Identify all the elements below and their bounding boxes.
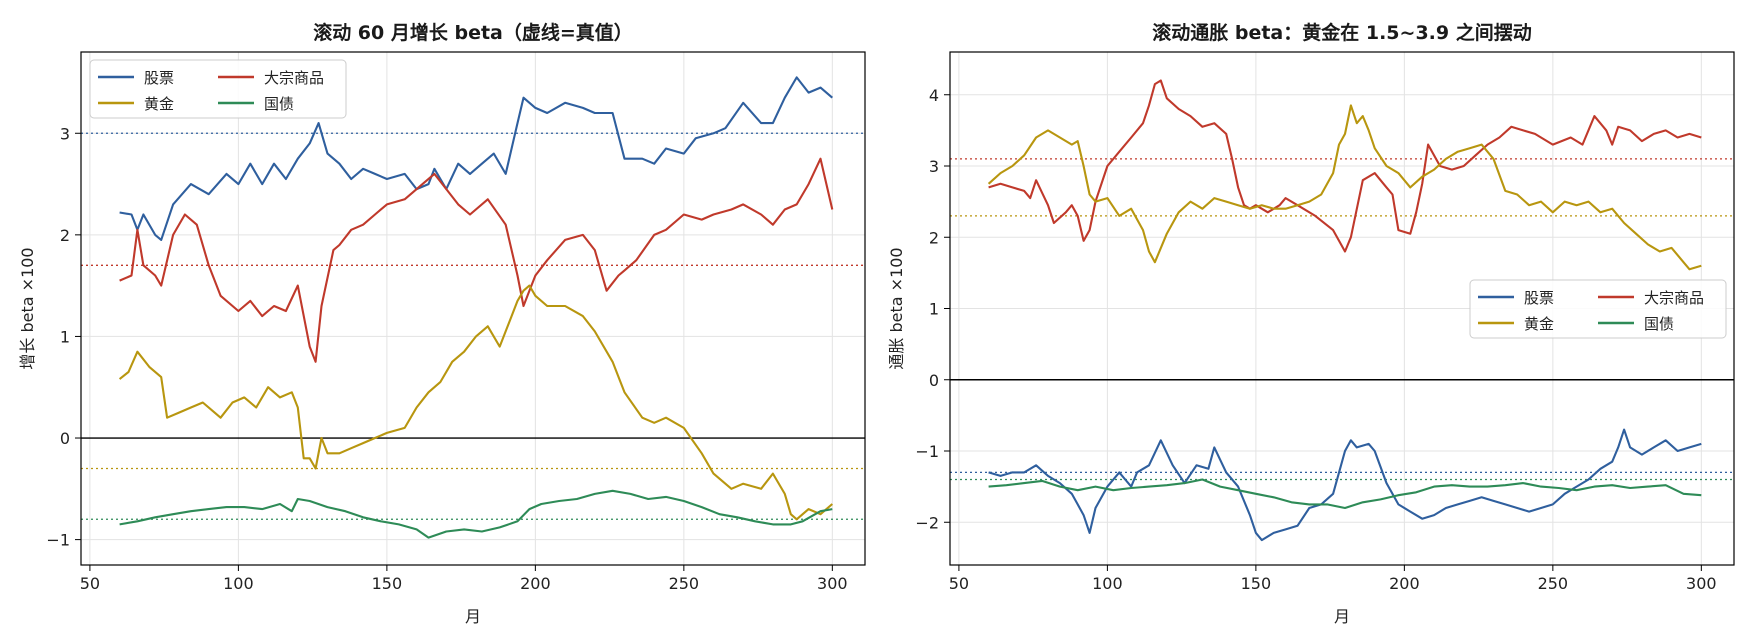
x-tick-label: 200 xyxy=(520,574,551,593)
y-tick-label: 3 xyxy=(60,124,70,143)
y-tick-label: 0 xyxy=(60,429,70,448)
legend-label-1: 大宗商品 xyxy=(264,69,324,87)
legend-label-2: 黄金 xyxy=(144,95,174,113)
y-tick-label: −1 xyxy=(915,442,939,461)
x-tick-label: 50 xyxy=(80,574,100,593)
x-tick-label: 300 xyxy=(1686,574,1717,593)
legend-label-1: 大宗商品 xyxy=(1644,289,1704,307)
y-axis-label: 通胀 beta ×100 xyxy=(887,247,906,369)
legend-label-0: 股票 xyxy=(144,69,174,87)
y-tick-label: 2 xyxy=(60,226,70,245)
y-axis-label: 增长 beta ×100 xyxy=(18,247,37,369)
x-tick-label: 150 xyxy=(372,574,403,593)
plot-area xyxy=(81,76,865,539)
legend-label-0: 股票 xyxy=(1524,289,1554,307)
x-axis-label: 月 xyxy=(465,607,481,626)
x-tick-label: 250 xyxy=(1538,574,1569,593)
x-tick-label: 250 xyxy=(669,574,700,593)
series-line-3 xyxy=(988,478,1702,510)
y-tick-label: 2 xyxy=(929,228,939,247)
chart-title: 滚动通胀 beta：黄金在 1.5~3.9 之间摆动 xyxy=(1152,21,1531,44)
legend-label-3: 国债 xyxy=(1644,315,1674,333)
x-tick-label: 300 xyxy=(817,574,848,593)
legend-box xyxy=(89,59,347,119)
y-tick-label: 4 xyxy=(929,86,939,105)
y-tick-label: 3 xyxy=(929,157,939,176)
x-tick-label: 100 xyxy=(223,574,254,593)
y-tick-label: 0 xyxy=(929,371,939,390)
y-tick-label: 1 xyxy=(60,327,70,346)
y-tick-label: −1 xyxy=(46,531,70,550)
series-line-0 xyxy=(988,428,1702,542)
x-axis-label: 月 xyxy=(1334,607,1350,626)
series-line-3 xyxy=(119,489,833,539)
series-line-2 xyxy=(118,284,833,521)
series-line-1 xyxy=(119,157,834,363)
series-line-0 xyxy=(119,76,833,241)
gridlines xyxy=(81,52,865,565)
legend-label-2: 黄金 xyxy=(1524,315,1554,333)
axes-frame xyxy=(80,51,866,566)
legend-box xyxy=(1469,279,1727,339)
plot-area xyxy=(950,79,1734,542)
x-tick-label: 100 xyxy=(1092,574,1123,593)
y-tick-label: −2 xyxy=(915,513,939,532)
chart-title: 滚动 60 月增长 beta（虚线=真值） xyxy=(313,21,633,44)
x-tick-label: 150 xyxy=(1241,574,1272,593)
series-line-2 xyxy=(987,104,1702,271)
series-line-1 xyxy=(988,79,1702,253)
chart-panel-2: 50 100 150 200 250 300 −2 −1 0 1 2 3 4 滚动通胀 beta：黄金在 … xyxy=(887,21,1735,626)
x-tick-label: 200 xyxy=(1389,574,1420,593)
chart-panel-1: 50 100 150 200 250 300 −1 0 1 2 3 滚动 60 月增长 beta（虚线… xyxy=(18,21,866,626)
y-tick-label: 1 xyxy=(929,300,939,319)
legend-label-3: 国债 xyxy=(264,95,294,113)
x-tick-label: 50 xyxy=(949,574,969,593)
